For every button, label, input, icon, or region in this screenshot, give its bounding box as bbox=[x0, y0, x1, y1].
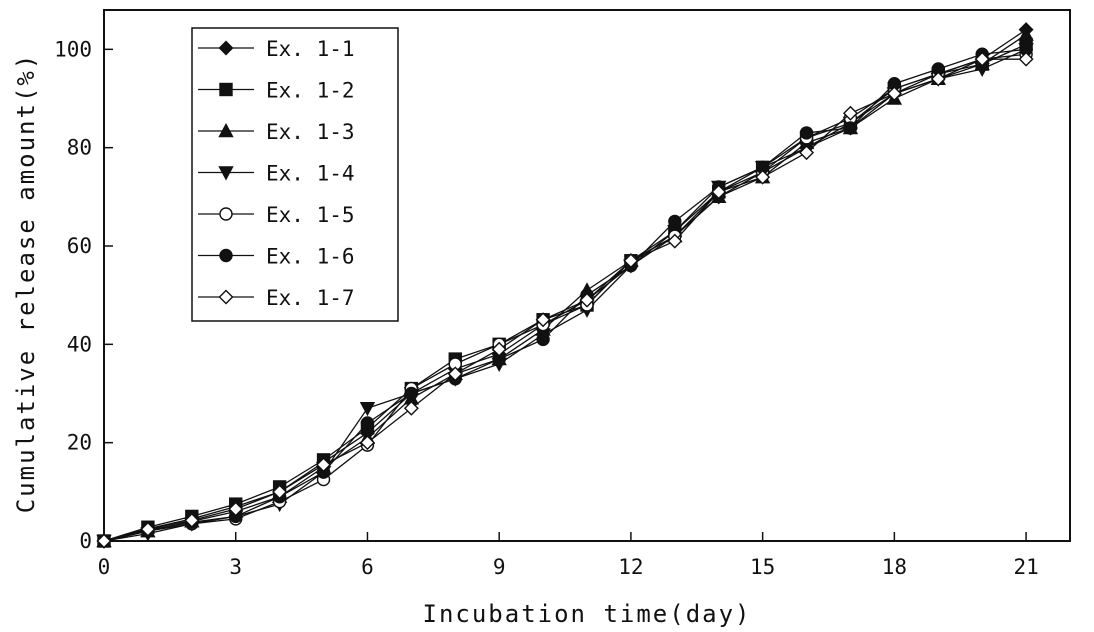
data-point bbox=[403, 400, 419, 416]
data-point bbox=[668, 214, 682, 229]
legend-label: Ex. 1-7 bbox=[266, 286, 355, 310]
x-axis: 0 3 6 9 12 15 18 21 bbox=[98, 532, 1039, 579]
plot-frame bbox=[103, 9, 1071, 542]
series-7 bbox=[96, 51, 1034, 549]
data-point bbox=[842, 105, 858, 121]
x-tick-label: 3 bbox=[229, 555, 242, 579]
x-tick-label: 6 bbox=[361, 555, 374, 579]
x-tick-label: 12 bbox=[618, 555, 643, 579]
legend-item: Ex. 1-7 bbox=[198, 286, 355, 310]
x-axis-title: Incubation time(day) bbox=[423, 600, 752, 628]
data-point bbox=[799, 126, 814, 140]
data-point bbox=[1018, 51, 1034, 67]
data-point bbox=[491, 341, 507, 357]
data-point bbox=[359, 402, 376, 417]
data-point bbox=[184, 512, 200, 528]
data-point bbox=[930, 71, 946, 87]
legend-label: Ex. 1-6 bbox=[266, 245, 355, 269]
legend-marker bbox=[218, 166, 234, 181]
legend-label: Ex. 1-5 bbox=[266, 203, 355, 227]
data-point bbox=[974, 51, 990, 67]
data-point bbox=[843, 121, 858, 135]
y-tick-label: 100 bbox=[54, 37, 92, 61]
data-point bbox=[140, 521, 156, 537]
data-point bbox=[579, 292, 595, 308]
legend-item: Ex. 1-2 bbox=[198, 79, 355, 103]
legend-label: Ex. 1-1 bbox=[266, 37, 355, 61]
data-point bbox=[535, 312, 551, 328]
data-point bbox=[228, 501, 244, 517]
series-layer bbox=[96, 22, 1034, 549]
data-point bbox=[799, 145, 815, 161]
series-line bbox=[103, 58, 1027, 542]
data-point bbox=[359, 435, 375, 451]
legend-marker bbox=[219, 248, 233, 263]
legend-label: Ex. 1-4 bbox=[266, 162, 355, 186]
legend-label: Ex. 1-3 bbox=[266, 120, 355, 144]
legend-item: Ex. 1-5 bbox=[198, 203, 355, 227]
x-tick-label: 0 bbox=[98, 555, 111, 579]
legend-item: Ex. 1-1 bbox=[198, 37, 355, 61]
x-tick-label: 21 bbox=[1013, 555, 1038, 579]
data-point bbox=[360, 416, 375, 430]
data-point bbox=[536, 332, 550, 347]
legend-item: Ex. 1-4 bbox=[198, 162, 355, 186]
x-tick-label: 15 bbox=[750, 555, 775, 579]
legend-marker bbox=[218, 289, 234, 305]
legend-marker bbox=[218, 40, 234, 56]
data-point bbox=[1018, 26, 1034, 41]
y-tick-label: 40 bbox=[67, 332, 92, 356]
legend-label: Ex. 1-2 bbox=[266, 79, 355, 103]
data-point bbox=[404, 386, 419, 401]
y-tick-label: 80 bbox=[67, 136, 92, 160]
data-point bbox=[623, 253, 639, 269]
y-tick-label: 20 bbox=[67, 431, 92, 455]
data-point bbox=[755, 169, 771, 185]
y-tick-label: 0 bbox=[79, 529, 92, 553]
legend-item: Ex. 1-6 bbox=[198, 245, 355, 269]
data-point bbox=[316, 457, 332, 473]
legend-marker bbox=[218, 123, 234, 138]
y-axis-title: Cumulative release amount(%) bbox=[12, 53, 40, 514]
data-point bbox=[886, 86, 902, 102]
legend-marker bbox=[219, 207, 233, 221]
data-point bbox=[272, 484, 288, 500]
x-tick-label: 9 bbox=[493, 555, 506, 579]
data-point bbox=[711, 184, 727, 200]
data-point bbox=[96, 533, 112, 549]
y-tick-label: 60 bbox=[67, 234, 92, 258]
legend-marker bbox=[219, 82, 233, 97]
data-point bbox=[447, 366, 463, 382]
legend-item: Ex. 1-3 bbox=[198, 120, 355, 144]
series-line bbox=[103, 48, 1027, 542]
data-point bbox=[667, 233, 683, 249]
legend: Ex. 1-1 Ex. 1-2 Ex. 1-3 Ex. 1-4 Ex. 1-5 Ex. 1… bbox=[191, 27, 399, 322]
y-axis: 0 20 40 60 80 100 bbox=[54, 37, 113, 553]
x-tick-label: 18 bbox=[882, 555, 907, 579]
